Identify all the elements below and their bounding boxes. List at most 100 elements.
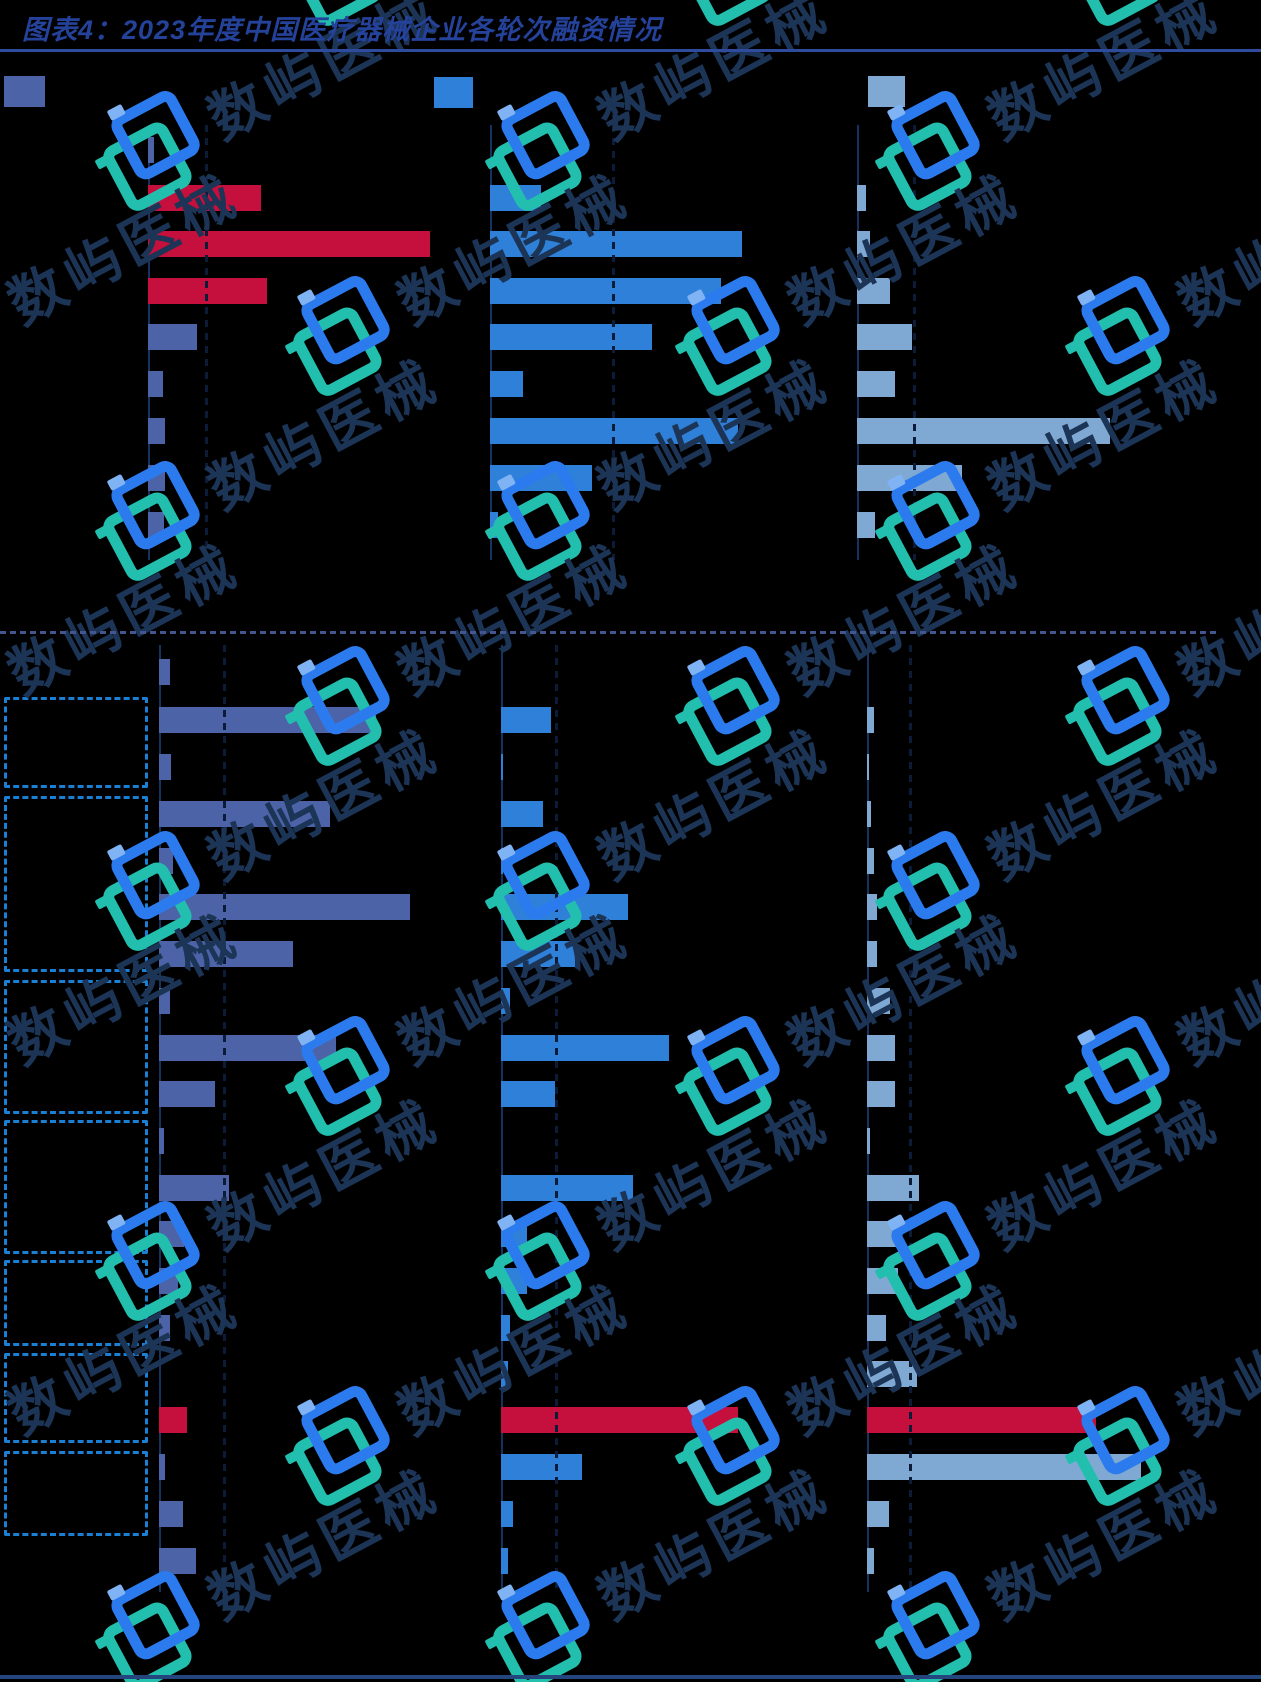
bottom-panel-2-bar <box>501 894 628 920</box>
bottom-panel-3-gridline <box>909 645 912 1592</box>
bottom-panel-1-bar <box>159 1081 215 1107</box>
watermark-text: 数屿医械 <box>777 161 1031 338</box>
watermark-text: 数屿医械 <box>197 1086 451 1263</box>
category-group-box <box>4 980 148 1114</box>
watermark-logo-icon <box>667 1381 797 1511</box>
top-panel-3-bar <box>857 324 912 350</box>
bottom-panel-3-bar <box>867 1035 895 1061</box>
watermark: 数屿医械 <box>867 699 1235 956</box>
watermark-text: 数屿医械 <box>587 716 841 893</box>
watermark-logo-icon <box>477 1566 607 1682</box>
watermark-logo-icon <box>1057 641 1187 771</box>
bottom-panel-2-bar <box>501 1268 527 1294</box>
bottom-panel-1-bar <box>159 754 171 780</box>
watermark: 数屿医械 <box>1257 0 1261 215</box>
bottom-panel-1-bar <box>159 1315 170 1341</box>
bottom-panel-2-bar <box>501 941 575 967</box>
watermark-text: 数屿医械 <box>0 531 251 708</box>
watermark-logo-icon <box>867 826 997 956</box>
bottom-panel-1-bar <box>159 894 410 920</box>
bottom-panel-2-bar <box>501 707 551 733</box>
watermark-text: 数屿医械 <box>1167 531 1261 708</box>
bottom-panel-3-bar <box>867 894 877 920</box>
bottom-panel-1-bar <box>159 1407 187 1433</box>
watermark: 数屿医械 <box>1057 884 1261 1141</box>
bottom-panel-2-bar <box>501 801 543 827</box>
bottom-panel-1-bar <box>159 707 376 733</box>
watermark-logo-icon <box>0 0 17 30</box>
top-panel-2-bar <box>490 231 742 257</box>
category-group-box <box>4 1353 148 1443</box>
bottom-panel-1-gridline <box>223 645 226 1592</box>
title-rule-line <box>0 49 1261 52</box>
watermark-logo-icon <box>1057 1381 1187 1511</box>
watermark-logo-icon <box>867 1566 997 1682</box>
section-divider-dashed-line <box>0 631 1220 634</box>
watermark: 数屿医械 <box>277 144 645 401</box>
top-panel-1-bar <box>148 418 165 444</box>
top-panel-2-bar <box>490 278 721 304</box>
bottom-border-line <box>0 1675 1261 1679</box>
bottom-panel-2-bar <box>501 1501 513 1527</box>
category-group-box <box>4 796 148 972</box>
watermark: 数屿医械 <box>867 0 1235 216</box>
bottom-panel-3-bar <box>867 1548 874 1574</box>
watermark-logo-icon <box>277 641 407 771</box>
watermark-logo-icon <box>1257 1566 1261 1682</box>
bottom-panel-3-bar <box>867 988 890 1014</box>
bottom-panel-1-bar <box>159 1268 178 1294</box>
bottom-panel-3-bar <box>867 801 871 827</box>
watermark: 数屿医械 <box>1257 1069 1261 1326</box>
bottom-panel-1-bar <box>159 988 170 1014</box>
watermark-text: 数屿医械 <box>387 531 641 708</box>
top-panel-3-bar <box>857 512 875 538</box>
bottom-panel-3-bar <box>867 1268 898 1294</box>
watermark: 数屿医械 <box>87 329 455 586</box>
bottom-panel-3-bar <box>867 941 877 967</box>
watermark-logo-icon <box>1257 826 1261 956</box>
bottom-panel-2-bar <box>501 1454 582 1480</box>
bottom-panel-3-bar <box>867 1361 917 1387</box>
watermark-logo-icon <box>277 1011 407 1141</box>
top-panel-2-bar <box>490 371 523 397</box>
watermark-text: 数屿医械 <box>777 901 1031 1078</box>
bottom-panel-1-bar <box>159 848 173 874</box>
chart-title: 图表4：2023年度中国医疗器械企业各轮次融资情况 <box>22 15 663 45</box>
watermark-text: 数屿医械 <box>1167 901 1261 1078</box>
category-group-box <box>4 697 148 788</box>
bottom-panel-2-bar <box>501 1081 555 1107</box>
top-panel-3-bar <box>857 185 866 211</box>
category-group-box <box>4 1260 148 1346</box>
watermark-text: 数屿医械 <box>1167 1271 1261 1448</box>
watermark: 数屿医械 <box>1057 0 1261 31</box>
bottom-panel-1-bar <box>159 1128 164 1154</box>
watermark-text: 数屿医械 <box>977 0 1231 153</box>
watermark-logo-icon <box>477 826 607 956</box>
bottom-panel-3-bar <box>867 1501 889 1527</box>
watermark: 数屿医械 <box>867 329 1235 586</box>
top-panel-1-bar <box>148 324 197 350</box>
watermark-text: 数屿医械 <box>587 1086 841 1263</box>
top-panel-3-bar <box>857 231 870 257</box>
bottom-panel-1-bar <box>159 1035 336 1061</box>
category-group-box <box>4 1120 148 1254</box>
bottom-panel-3-bar <box>867 1221 898 1247</box>
watermark: 数屿医械 <box>1057 144 1261 401</box>
bottom-panel-3-bar <box>867 1081 895 1107</box>
top-panel-1-bar <box>148 137 154 163</box>
top-panel-2-bar <box>490 185 541 211</box>
bottom-panel-3-bar <box>867 1454 1141 1480</box>
top-panel-2-bar <box>490 465 592 491</box>
watermark: 数屿医械 <box>1257 329 1261 586</box>
bottom-panel-1-bar <box>159 1454 165 1480</box>
watermark-text: 数屿医械 <box>777 531 1031 708</box>
bottom-panel-2-bar <box>501 1221 527 1247</box>
watermark-logo-icon <box>1257 86 1261 216</box>
bottom-panel-3-bar <box>867 1315 886 1341</box>
watermark-logo-icon <box>477 1196 607 1326</box>
watermark-logo-icon <box>1257 456 1261 586</box>
watermark: 数屿医械 <box>667 514 1035 771</box>
bottom-panel-3-bar <box>867 754 869 780</box>
watermark-logo-icon <box>1257 1196 1261 1326</box>
